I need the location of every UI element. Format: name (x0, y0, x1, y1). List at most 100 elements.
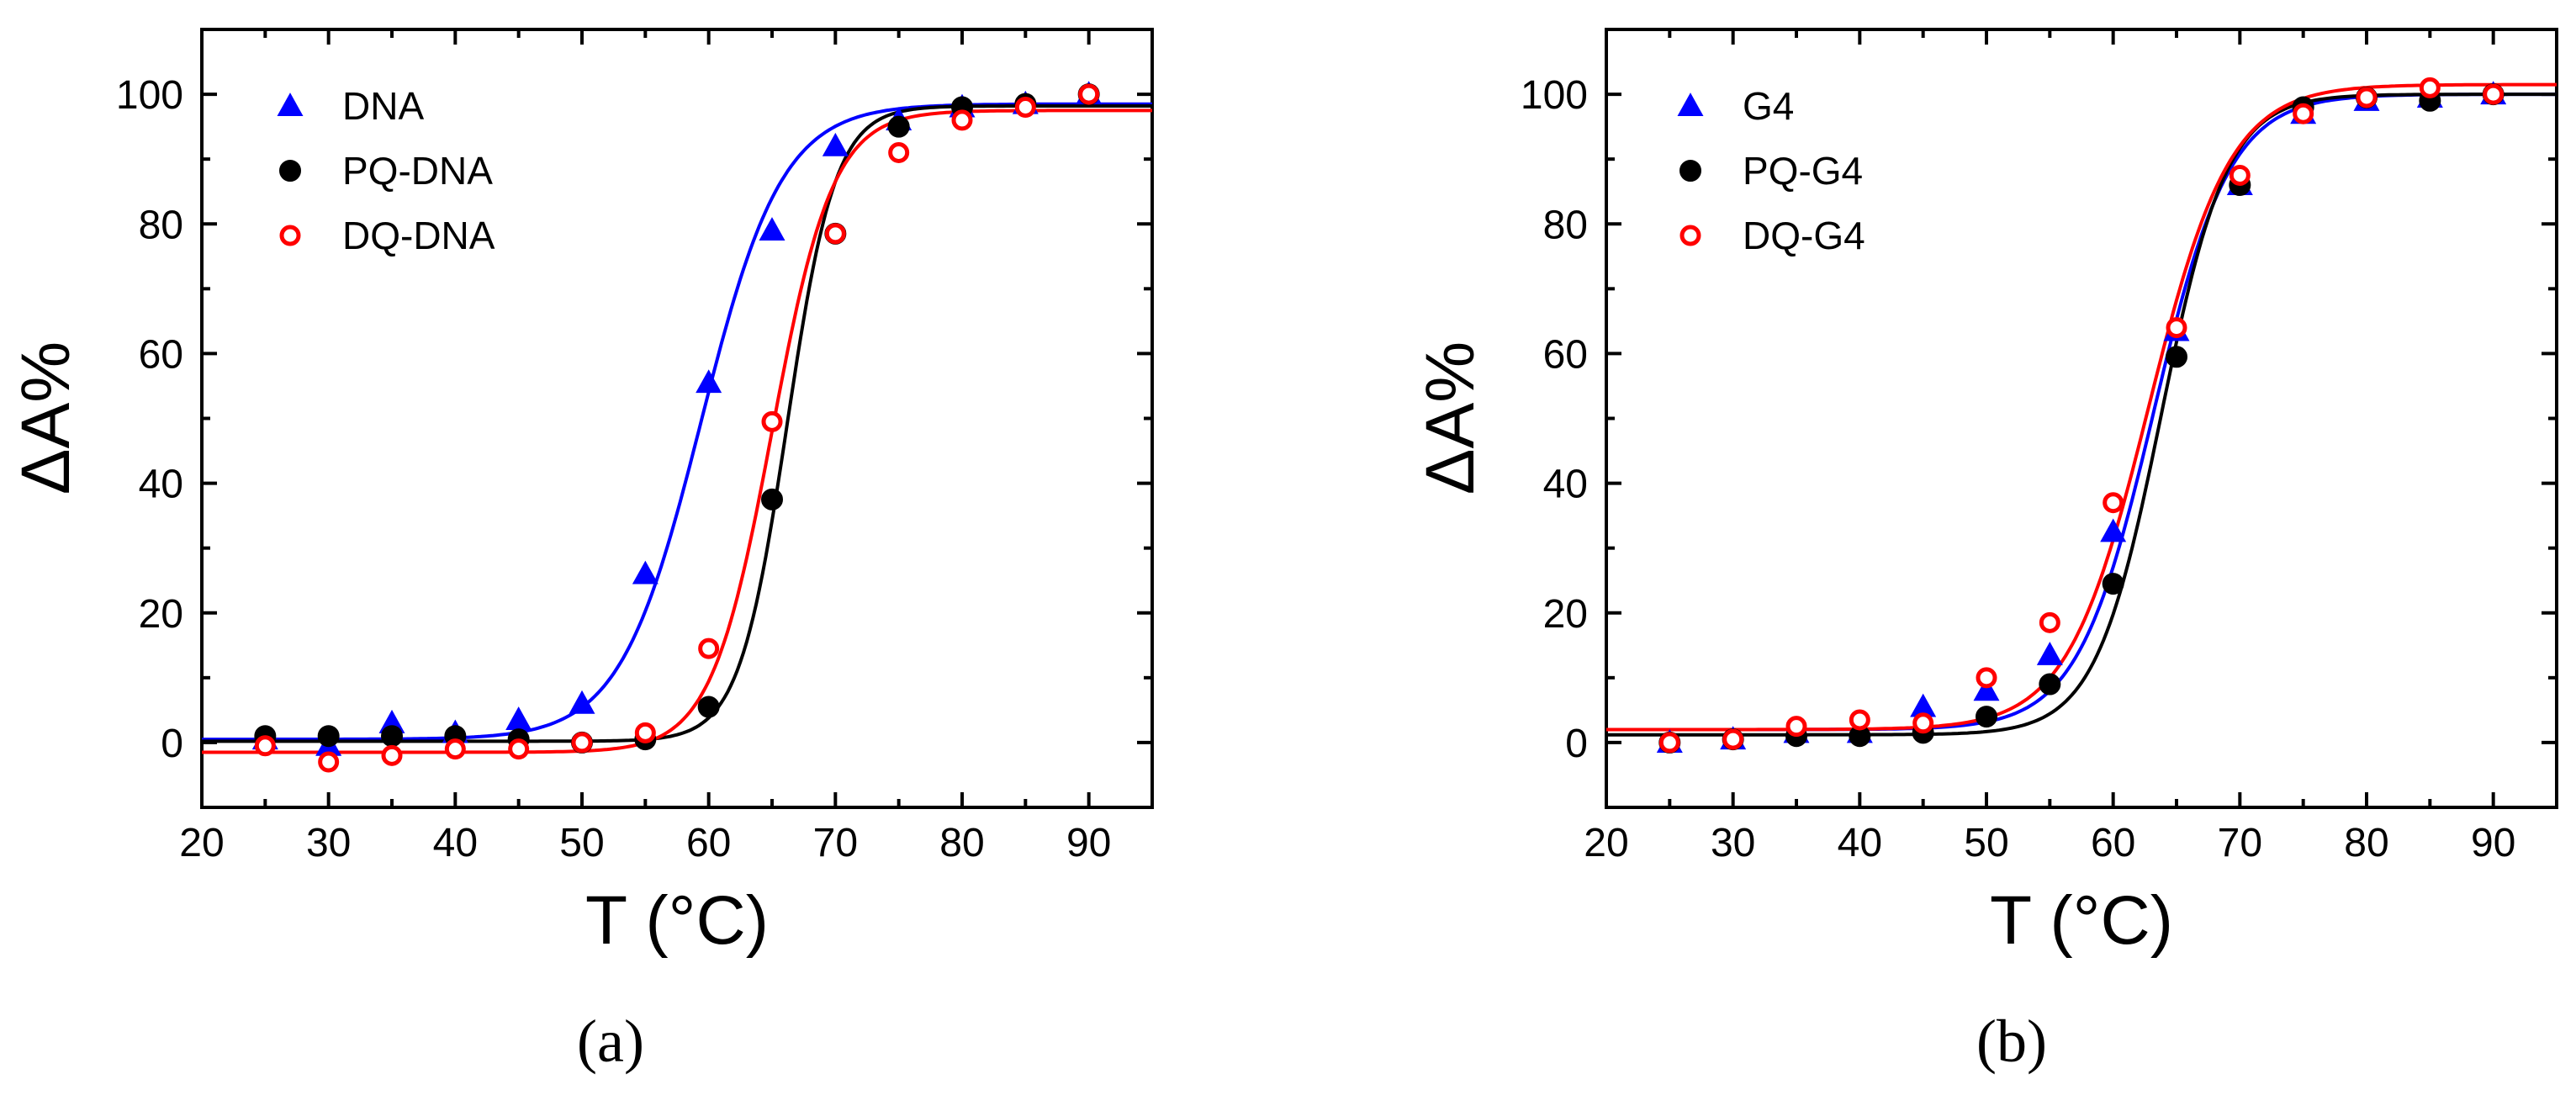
markers-a (251, 81, 1103, 773)
data-point-pq-dna (887, 115, 910, 138)
data-point-dna (696, 369, 722, 394)
fit-curve-dna (202, 102, 1152, 742)
x-tick-label: 20 (179, 821, 224, 865)
data-point-pq-dna (381, 725, 403, 748)
legend-label-pq-g4: PQ-G4 (1743, 149, 1863, 193)
data-point-dq-dna (254, 735, 276, 757)
data-point-dq-dna (444, 738, 466, 760)
data-point-dq-g4 (2039, 611, 2060, 633)
y-tick-label: 20 (139, 592, 183, 637)
data-point-dq-g4 (2103, 492, 2124, 514)
x-tick-label: 30 (1711, 821, 1755, 865)
data-point-dq-g4 (1976, 667, 1997, 689)
data-point-dna (822, 132, 849, 156)
data-point-pq-g4 (2039, 673, 2061, 696)
axes-b: 20 30 40 50 60 70 80 90 0 20 40 60 80 100 (1521, 28, 2558, 865)
x-tick-label: 70 (813, 821, 858, 865)
data-point-dq-g4 (2229, 164, 2251, 186)
plot-frame (200, 28, 1154, 809)
data-point-dq-g4 (2483, 83, 2505, 105)
data-point-pq-dna (761, 488, 783, 510)
y-axis-title-a: ΔA% (8, 341, 84, 495)
data-point-dq-dna (698, 637, 720, 659)
data-point-dq-g4 (1658, 732, 1680, 754)
data-point-dq-g4 (1912, 712, 1934, 734)
data-point-dq-dna (1078, 83, 1100, 105)
x-tick-label: 60 (686, 821, 731, 865)
chart-panel-a: 20 30 40 50 60 70 80 90 0 20 40 60 80 100 DNA PQ-DNA DQ… (8, 28, 1154, 1075)
legend-a: DNA PQ-DNA DQ-DNA (277, 84, 495, 257)
data-point-dq-dna (1014, 97, 1036, 118)
data-point-dna (569, 690, 595, 714)
panel-label-b: (b) (1976, 1008, 2047, 1075)
y-tick-label: 100 (1521, 73, 1588, 118)
legend-label-dq-dna: DQ-DNA (342, 214, 495, 257)
x-axis-title-b: T (°C) (1990, 882, 2173, 959)
y-tick-label: 0 (161, 722, 183, 766)
y-tick-label: 60 (139, 332, 183, 377)
x-tick-label: 50 (1964, 821, 2008, 865)
chart-panel-b: 20 30 40 50 60 70 80 90 0 20 40 60 80 100 G4 PQ-G4 DQ-G… (1412, 28, 2558, 1075)
legend-marker-pq-g4 (1679, 160, 1701, 182)
legend-marker-dq-dna (279, 225, 301, 246)
data-point-pq-dna (317, 725, 340, 748)
data-point-dna (505, 706, 532, 730)
legend-b: G4 PQ-G4 DQ-G4 (1677, 84, 1865, 257)
plot-frame (1605, 28, 2558, 809)
fit-curve-pq-dna (202, 104, 1152, 743)
y-tick-label: 20 (1543, 592, 1588, 637)
fit-curve-pq-g4 (1606, 93, 2557, 737)
y-tick-label: 60 (1543, 332, 1588, 377)
y-axis-title-b: ΔA% (1412, 341, 1489, 495)
y-tick-label: 0 (1565, 722, 1588, 766)
x-tick-label: 60 (2091, 821, 2135, 865)
legend-label-dna: DNA (342, 84, 424, 128)
fit-curves-b (1606, 82, 2557, 737)
legend-label-g4: G4 (1743, 84, 1794, 128)
legend-marker-pq-dna (279, 160, 301, 182)
x-axis-title-a: T (°C) (585, 882, 769, 959)
x-tick-label: 80 (2344, 821, 2388, 865)
y-tick-label: 40 (139, 463, 183, 507)
x-tick-label: 40 (433, 821, 478, 865)
legend-label-dq-g4: DQ-G4 (1743, 214, 1865, 257)
data-point-dq-dna (508, 738, 530, 760)
fit-curves-a (202, 102, 1152, 754)
data-point-dq-dna (761, 410, 783, 432)
data-point-g4 (2036, 641, 2063, 665)
x-tick-label: 90 (1066, 821, 1111, 865)
data-point-pq-g4 (2166, 346, 2187, 368)
y-tick-label: 40 (1543, 463, 1588, 507)
data-point-dq-g4 (2356, 87, 2378, 108)
x-tick-label: 70 (2218, 821, 2262, 865)
fit-curve-dq-g4 (1606, 82, 2557, 732)
legend-marker-g4 (1677, 93, 1704, 117)
data-point-dq-g4 (1785, 716, 1807, 738)
data-point-dq-dna (571, 732, 593, 754)
x-tick-label: 30 (306, 821, 351, 865)
legend-marker-dna (277, 93, 304, 117)
x-tick-label: 20 (1584, 821, 1628, 865)
x-tick-label: 80 (939, 821, 984, 865)
panel-label-a: (a) (577, 1008, 644, 1075)
data-point-dq-dna (318, 751, 340, 773)
data-point-pq-g4 (2102, 573, 2124, 595)
data-point-pq-g4 (1976, 706, 1997, 728)
axes-a: 20 30 40 50 60 70 80 90 0 20 40 60 80 100 (116, 28, 1154, 865)
x-tick-label: 90 (2471, 821, 2515, 865)
data-point-dq-dna (888, 141, 910, 163)
data-point-dna (759, 217, 785, 241)
data-point-dq-g4 (2293, 103, 2314, 124)
x-tick-label: 40 (1838, 821, 1882, 865)
y-tick-label: 80 (139, 203, 183, 247)
data-point-dna (632, 560, 659, 585)
y-tick-label: 100 (116, 73, 183, 118)
data-point-g4 (2100, 518, 2127, 542)
legend-marker-dq-g4 (1679, 225, 1701, 246)
x-tick-label: 50 (559, 821, 604, 865)
data-point-g4 (1973, 677, 2000, 701)
data-point-dq-dna (381, 744, 403, 766)
fit-curve-dq-dna (202, 108, 1152, 754)
legend-label-pq-dna: PQ-DNA (342, 149, 493, 193)
